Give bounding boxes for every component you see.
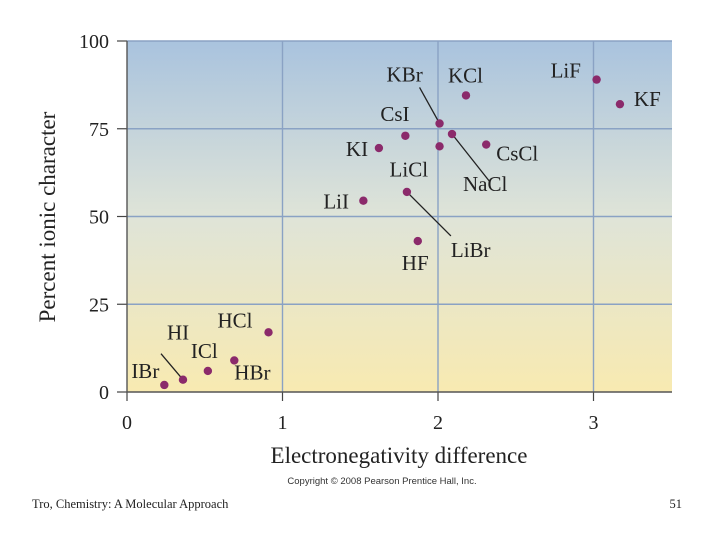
point-cscl — [482, 140, 491, 149]
x-tick-label-0: 0 — [122, 412, 132, 434]
y-tick-label-25: 25 — [89, 294, 109, 316]
point-hcl — [264, 328, 273, 337]
point-kbr — [435, 119, 444, 128]
point-label-cscl: CsCl — [496, 142, 538, 166]
x-tick-label-2: 2 — [433, 412, 443, 434]
point-csi — [401, 131, 410, 140]
point-label-hbr: HBr — [234, 360, 270, 384]
point-lif — [592, 75, 601, 84]
point-icl — [203, 366, 213, 376]
point-kf — [615, 99, 625, 109]
y-tick-label-100: 100 — [79, 31, 109, 53]
footer-page-number: 51 — [669, 497, 683, 511]
point-hbr — [230, 356, 239, 365]
point-label-kf: KF — [634, 87, 661, 111]
point-hf — [413, 236, 422, 246]
point-label-libr: LiBr — [451, 238, 491, 262]
copyright-notice: Copyright © 2008 Pearson Prentice Hall, … — [287, 476, 476, 487]
leader-hi — [160, 353, 184, 381]
point-nacl — [447, 129, 457, 139]
leader-nacl — [451, 133, 491, 183]
y-axis-title: Percent ionic character — [35, 111, 60, 322]
point-label-ki: KI — [346, 137, 368, 161]
point-ibr — [160, 380, 169, 390]
point-kcl — [461, 91, 471, 100]
grid-lines — [127, 40, 672, 392]
point-label-licl: LiCl — [390, 157, 429, 181]
point-label-lii: LiI — [323, 190, 349, 214]
point-label-kbr: KBr — [387, 62, 423, 86]
point-label-hf: HF — [402, 251, 429, 275]
point-label-hi: HI — [167, 321, 189, 345]
tick-labels: 0 25 50 75 100 0 1 2 3 — [79, 31, 599, 434]
y-tick-label-50: 50 — [89, 207, 109, 229]
axes — [117, 40, 672, 401]
footer-book-title: Tro, Chemistry: A Molecular Approach — [32, 497, 229, 511]
point-label-nacl: NaCl — [463, 172, 507, 196]
point-licl — [435, 142, 444, 151]
y-tick-label-75: 75 — [89, 119, 109, 141]
leader-libr — [406, 191, 452, 237]
point-libr — [402, 187, 412, 197]
point-label-ibr: IBr — [131, 359, 159, 383]
point-lii — [359, 196, 368, 205]
point-hi — [178, 375, 188, 384]
point-label-csi: CsI — [380, 102, 409, 126]
point-ki — [374, 143, 384, 153]
x-tick-label-1: 1 — [278, 412, 288, 434]
point-label-icl: ICl — [191, 339, 218, 363]
leader-lines — [160, 87, 491, 381]
y-tick-label-0: 0 — [99, 382, 109, 404]
x-tick-label-3: 3 — [589, 412, 599, 434]
point-label-hcl: HCl — [218, 308, 253, 332]
leader-kbr — [418, 87, 441, 124]
point-label-kcl: KCl — [448, 63, 483, 87]
x-axis-title: Electronegativity difference — [271, 443, 528, 468]
point-label-lif: LiF — [551, 59, 581, 83]
data-points — [160, 75, 625, 390]
